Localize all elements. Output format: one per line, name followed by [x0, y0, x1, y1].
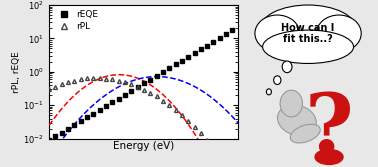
- Legend: rEQE, rPL: rEQE, rPL: [54, 10, 99, 32]
- Circle shape: [274, 76, 281, 85]
- Ellipse shape: [277, 105, 316, 136]
- Ellipse shape: [263, 30, 353, 63]
- Text: How can I
fit this..?: How can I fit this..?: [282, 23, 335, 44]
- Circle shape: [282, 61, 292, 73]
- Circle shape: [266, 89, 271, 95]
- Ellipse shape: [255, 15, 300, 52]
- Ellipse shape: [315, 149, 343, 164]
- Ellipse shape: [316, 15, 361, 52]
- Circle shape: [280, 90, 302, 117]
- Ellipse shape: [259, 5, 357, 55]
- Ellipse shape: [290, 124, 320, 143]
- X-axis label: Energy (eV): Energy (eV): [113, 141, 174, 151]
- Text: ?: ?: [305, 90, 353, 167]
- Y-axis label: rPL, rEQE: rPL, rEQE: [12, 51, 21, 93]
